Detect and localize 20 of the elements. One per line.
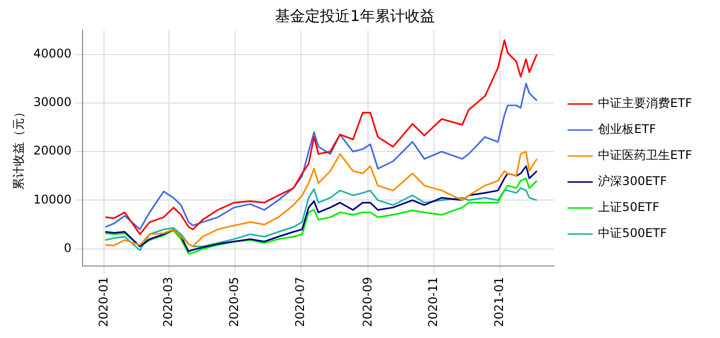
x-tick-label: 2020-03 [161, 276, 176, 327]
legend-label: 中证医药卫生ETF [598, 148, 692, 162]
x-tick-label: 2020-07 [293, 276, 308, 327]
x-tick-label: 2020-11 [426, 276, 440, 327]
y-tick-label: 20000 [33, 144, 72, 158]
legend-label: 上证50ETF [598, 200, 660, 214]
chart-title: 基金定投近1年累计收益 [275, 6, 435, 25]
y-axis-title: 累计收益（元） [11, 106, 26, 190]
x-tick-label: 2020-09 [360, 276, 374, 327]
legend-label: 中证主要消费ETF [598, 96, 692, 110]
y-tick-label: 0 [64, 240, 72, 255]
y-tick-label: 40000 [33, 46, 72, 60]
x-tick-label: 2021-01 [492, 276, 506, 327]
y-tick-label: 10000 [33, 192, 72, 206]
x-tick-label: 2020-01 [96, 276, 110, 327]
legend-label: 创业板ETF [598, 122, 656, 136]
x-tick-label: 2020-05 [227, 276, 242, 327]
legend-label: 沪深300ETF [598, 174, 667, 188]
y-tick-label: 30000 [33, 95, 72, 110]
legend-label: 中证500ETF [598, 226, 667, 240]
